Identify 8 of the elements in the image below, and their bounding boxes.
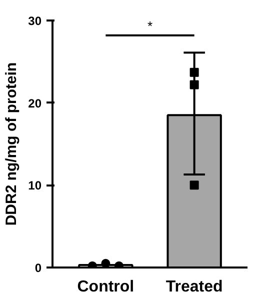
y-tick-label: 10	[28, 178, 42, 193]
x-tick-label: Treated	[166, 278, 223, 296]
y-tick-label: 30	[28, 14, 42, 28]
y-tick-label: 0	[34, 261, 42, 275]
y-tick-label: 20	[28, 96, 42, 110]
annotation: *	[147, 18, 153, 34]
x-tick-label: Control	[77, 278, 134, 296]
y-axis-title: DDR2 ng/mg of protein	[3, 62, 20, 226]
